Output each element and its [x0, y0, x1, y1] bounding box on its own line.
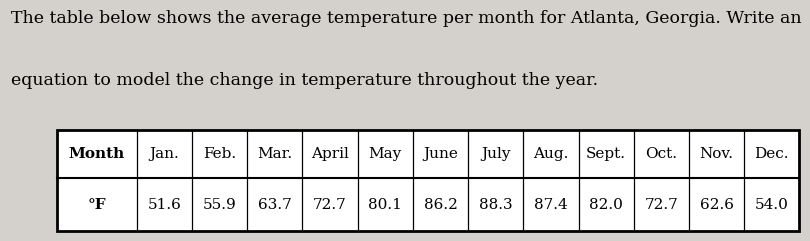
Text: 82.0: 82.0 — [589, 198, 623, 212]
Text: The table below shows the average temperature per month for Atlanta, Georgia. Wr: The table below shows the average temper… — [11, 10, 801, 27]
Text: April: April — [311, 147, 349, 161]
Text: May: May — [369, 147, 402, 161]
Text: Oct.: Oct. — [646, 147, 677, 161]
Text: Dec.: Dec. — [755, 147, 789, 161]
Text: 55.9: 55.9 — [202, 198, 237, 212]
Text: Month: Month — [69, 147, 125, 161]
Text: Nov.: Nov. — [700, 147, 734, 161]
Text: 86.2: 86.2 — [424, 198, 458, 212]
Text: 63.7: 63.7 — [258, 198, 292, 212]
Text: 62.6: 62.6 — [700, 198, 734, 212]
Text: 88.3: 88.3 — [479, 198, 513, 212]
Text: June: June — [423, 147, 458, 161]
Text: 80.1: 80.1 — [369, 198, 403, 212]
Text: 54.0: 54.0 — [755, 198, 789, 212]
Text: Sept.: Sept. — [586, 147, 626, 161]
Text: equation to model the change in temperature throughout the year.: equation to model the change in temperat… — [11, 72, 598, 89]
Text: Feb.: Feb. — [203, 147, 237, 161]
Text: °F: °F — [87, 198, 106, 212]
Text: July: July — [481, 147, 510, 161]
Text: Jan.: Jan. — [150, 147, 179, 161]
Text: Aug.: Aug. — [533, 147, 569, 161]
Text: 51.6: 51.6 — [147, 198, 181, 212]
Text: 72.7: 72.7 — [645, 198, 678, 212]
Text: 87.4: 87.4 — [534, 198, 568, 212]
Text: Mar.: Mar. — [258, 147, 292, 161]
Text: 72.7: 72.7 — [313, 198, 347, 212]
